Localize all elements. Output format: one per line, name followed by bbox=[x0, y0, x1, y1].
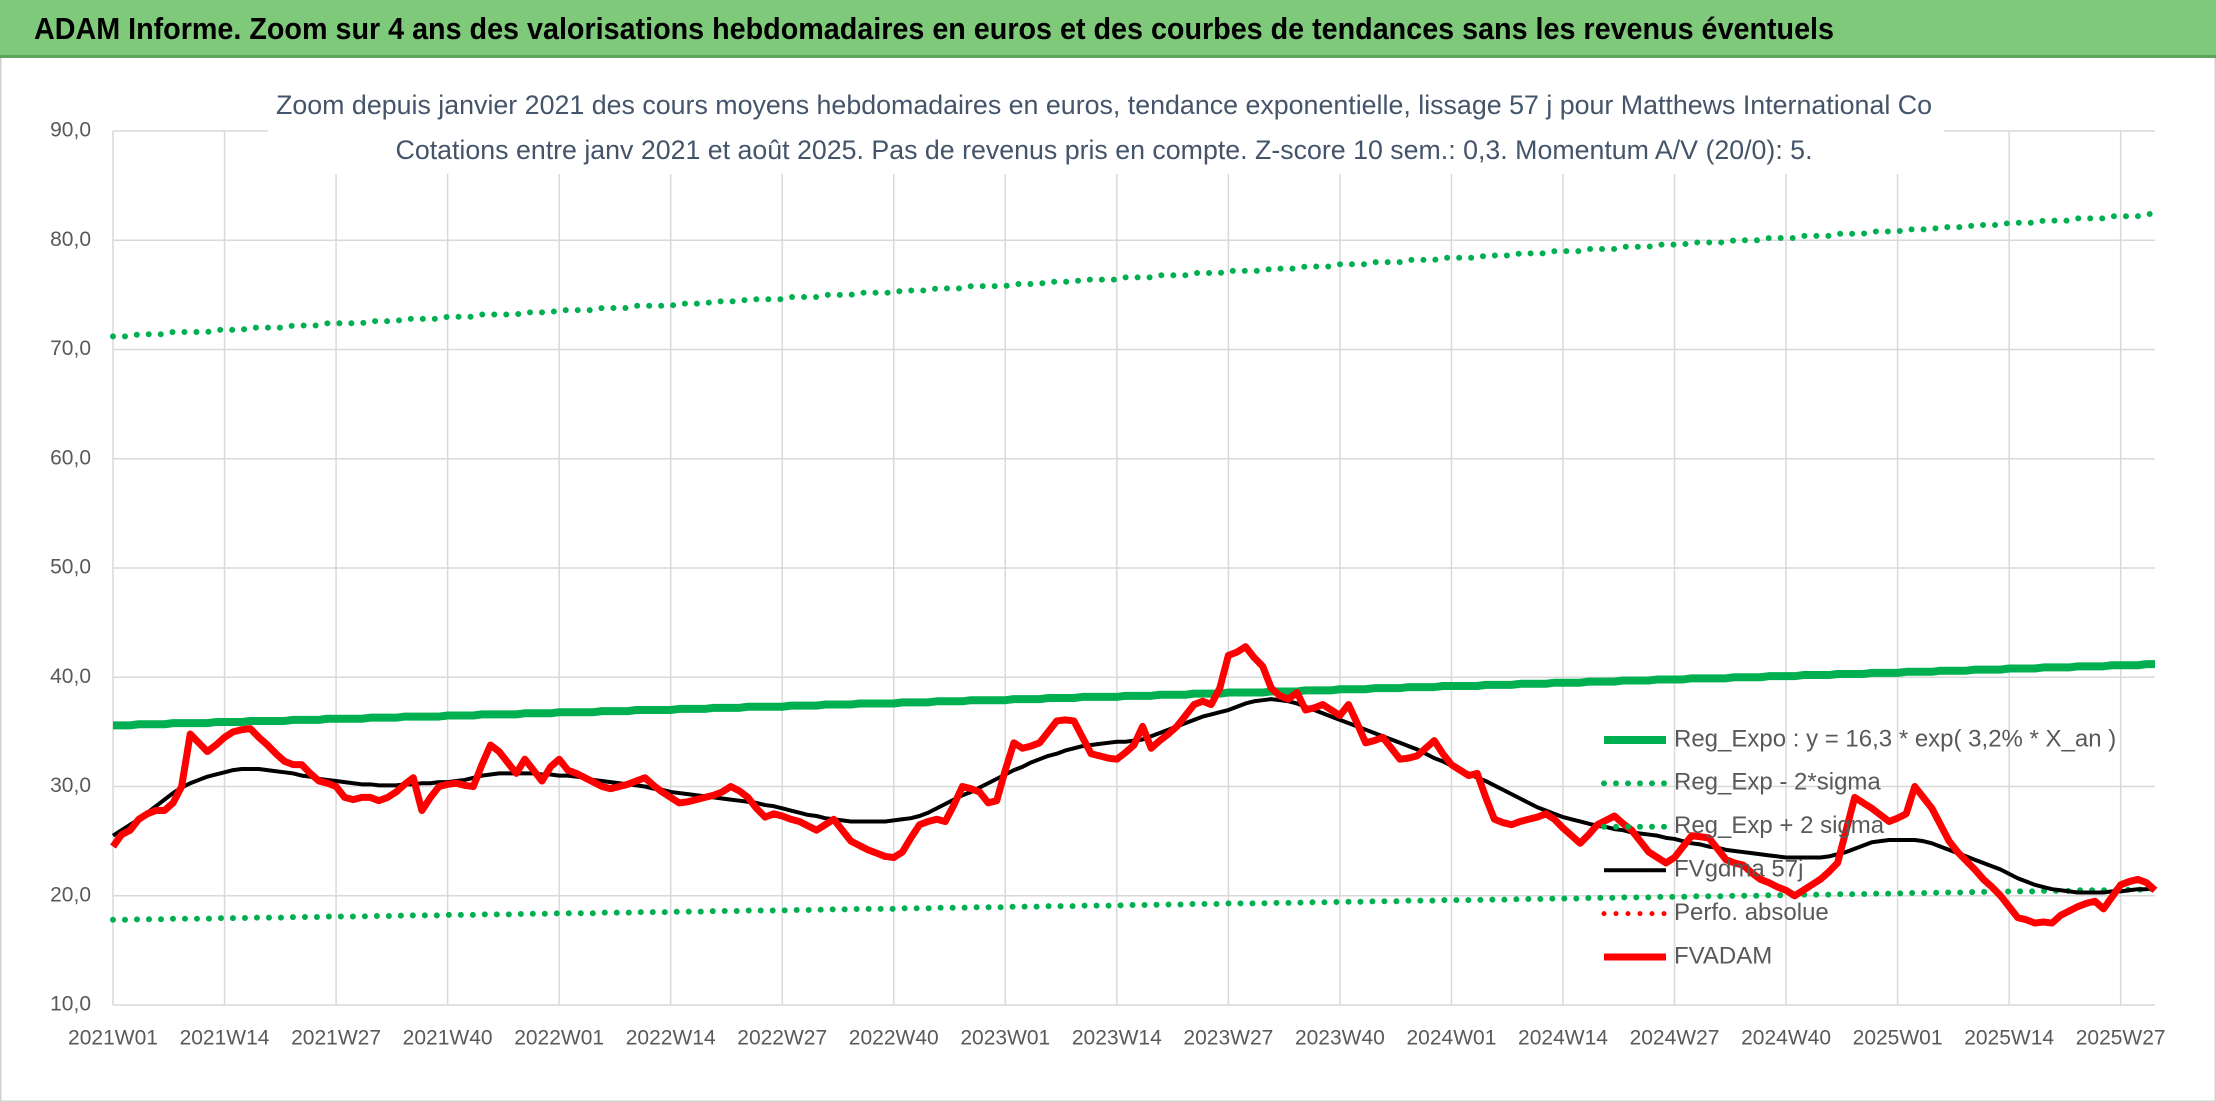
y-tick-label: 80,0 bbox=[50, 228, 91, 251]
y-tick-label: 50,0 bbox=[50, 556, 91, 579]
x-tick-label: 2022W01 bbox=[514, 1027, 604, 1050]
y-tick-label: 40,0 bbox=[50, 665, 91, 688]
y-tick-label: 30,0 bbox=[50, 774, 91, 797]
x-tick-label: 2021W40 bbox=[403, 1027, 493, 1050]
x-tick-label: 2025W27 bbox=[2076, 1027, 2166, 1050]
y-tick-label: 10,0 bbox=[50, 993, 91, 1016]
x-tick-label: 2022W40 bbox=[849, 1027, 939, 1050]
x-tick-label: 2021W01 bbox=[68, 1027, 158, 1050]
chart-title: Zoom depuis janvier 2021 des cours moyen… bbox=[276, 90, 1932, 120]
x-tick-label: 2025W14 bbox=[1964, 1027, 2054, 1050]
title-background bbox=[268, 84, 1944, 174]
series-line bbox=[110, 643, 2158, 927]
x-tick-label: 2023W40 bbox=[1295, 1027, 1385, 1050]
legend: Reg_Expo : y = 16,3 * exp( 3,2% * X_an )… bbox=[1601, 725, 2116, 969]
x-tick-label: 2024W40 bbox=[1741, 1027, 1831, 1050]
x-tick-label: 2023W01 bbox=[960, 1027, 1050, 1050]
header-title: ADAM Informe. Zoom sur 4 ans des valoris… bbox=[34, 11, 1834, 46]
y-tick-label: 20,0 bbox=[50, 883, 91, 906]
x-tick-label: 2024W01 bbox=[1407, 1027, 1497, 1050]
y-tick-label: 90,0 bbox=[50, 119, 91, 142]
chart-subtitle: Cotations entre janv 2021 et août 2025. … bbox=[396, 135, 1813, 165]
legend-label: FVADAM bbox=[1674, 942, 1772, 969]
legend-label: Reg_Expo : y = 16,3 * exp( 3,2% * X_an ) bbox=[1674, 725, 2116, 752]
header-bar bbox=[0, 0, 2216, 57]
x-tick-label: 2024W14 bbox=[1518, 1027, 1608, 1050]
x-tick-label: 2022W27 bbox=[737, 1027, 827, 1050]
x-tick-label: 2021W27 bbox=[291, 1027, 381, 1050]
legend-label: Reg_Exp + 2 sigma bbox=[1674, 812, 1885, 839]
x-tick-label: 2022W14 bbox=[626, 1027, 716, 1050]
x-tick-label: 2024W27 bbox=[1630, 1027, 1720, 1050]
series-line bbox=[113, 660, 2155, 730]
x-tick-label: 2025W01 bbox=[1853, 1027, 1943, 1050]
plot-area: 10,0 20,0 30,0 40,0 50,0 60,0 70,0 80,0 90,0 2021… bbox=[50, 119, 2166, 1050]
x-tick-label: 2021W14 bbox=[180, 1027, 270, 1050]
header-rule bbox=[0, 55, 2216, 58]
legend-label: FVgdma 57j bbox=[1674, 856, 1803, 883]
y-tick-label: 60,0 bbox=[50, 446, 91, 469]
series-line bbox=[110, 886, 2158, 923]
x-tick-label: 2023W14 bbox=[1072, 1027, 1162, 1050]
series-line bbox=[110, 211, 2158, 340]
legend-label: Reg_Exp - 2*sigma bbox=[1674, 769, 1881, 796]
legend-label: Perfo. absolue bbox=[1674, 899, 1829, 926]
series-layer bbox=[110, 211, 2158, 927]
y-tick-label: 70,0 bbox=[50, 337, 91, 360]
x-tick-label: 2023W27 bbox=[1183, 1027, 1273, 1050]
